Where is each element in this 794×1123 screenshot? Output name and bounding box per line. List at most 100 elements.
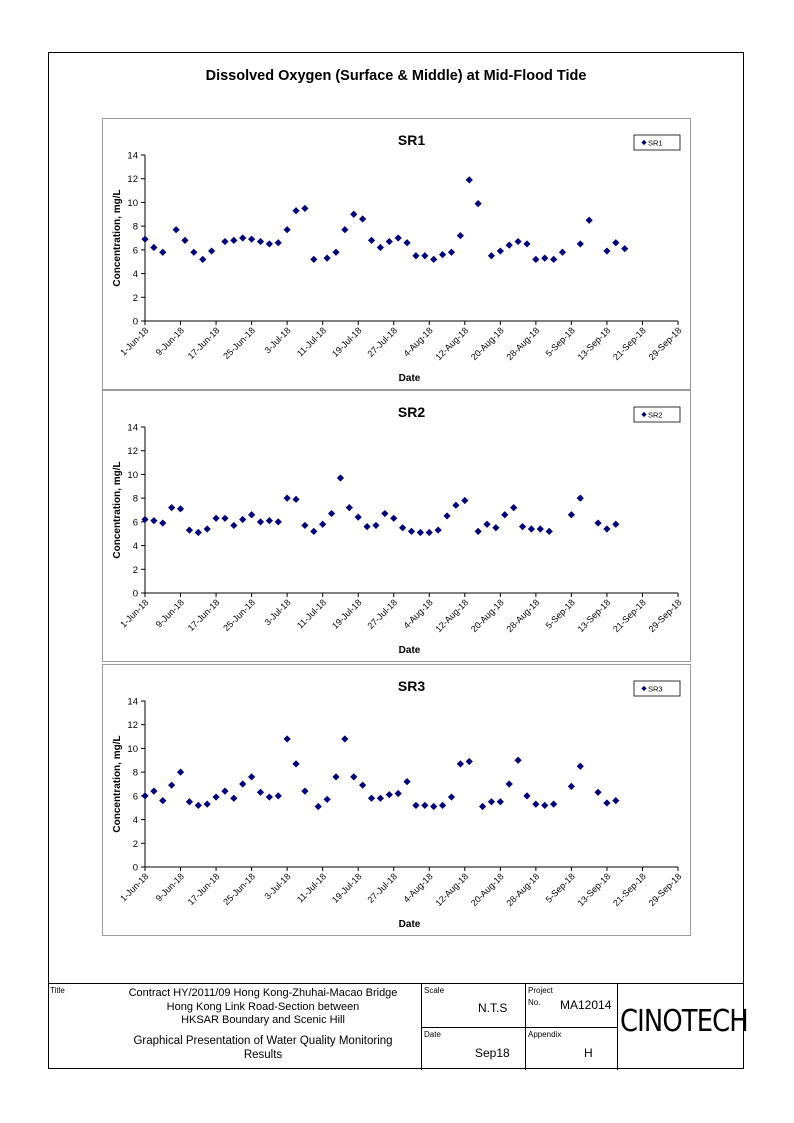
- chart1-data-point: [190, 248, 198, 256]
- chart3-data-point: [239, 780, 247, 788]
- chart2-x-tick-label: 21-Sep-18: [611, 597, 648, 634]
- chart3-data-point: [505, 780, 513, 788]
- chart2-x-tick-label: 3-Jul-18: [262, 597, 292, 627]
- chart1-legend-marker: [641, 139, 647, 146]
- chart3-y-tick-label: 10: [127, 744, 138, 755]
- chart2-x-tick-label: 27-Jul-18: [366, 597, 400, 631]
- contract-title-line-1: Contract HY/2011/09 Hong Kong-Zhuhai-Mac…: [128, 987, 398, 999]
- chart2-legend: SR2: [633, 406, 681, 423]
- chart2-data-point: [527, 525, 536, 533]
- chart3-data-point: [274, 792, 282, 800]
- chart1-data-point: [230, 236, 238, 244]
- chart2-data-point: [452, 501, 460, 509]
- chart2-data-point: [603, 525, 611, 533]
- chart1-data-point: [367, 236, 376, 244]
- appendix-label: Appendix: [528, 1030, 562, 1039]
- chart1-x-tick-label: 29-Sep-18: [647, 325, 684, 362]
- contract-title-line-2: Hong Kong Link Road-Section between: [166, 1000, 360, 1013]
- chart1-data-point: [239, 234, 247, 242]
- chart3-x-tick-label: 9-Jun-18: [154, 871, 186, 903]
- chart2-data-point: [501, 511, 509, 519]
- chart3-data-point: [430, 802, 438, 811]
- chart2-x-tick-label: 4-Aug-18: [401, 597, 434, 630]
- project-number: MA12014: [560, 998, 612, 1012]
- chart2-data-point: [141, 515, 149, 524]
- chart1-y-tick-label: 8: [133, 222, 138, 233]
- chart1-data-point: [221, 237, 229, 246]
- chart1-data-point: [385, 237, 393, 246]
- chart1-x-tick-label: 19-Jul-18: [330, 325, 364, 359]
- chart2-x-tick-label: 19-Jul-18: [330, 597, 364, 631]
- chart1-data-point: [274, 239, 282, 247]
- chart3-y-tick-label: 8: [133, 768, 138, 779]
- chart2-data-point: [283, 494, 291, 502]
- chart1-data-point: [585, 216, 593, 224]
- chart1-legend: SR1: [633, 134, 681, 151]
- chart1-x-tick-label: 21-Sep-18: [611, 325, 648, 362]
- chart3-data-point: [168, 781, 176, 789]
- chart2-data-point: [474, 527, 482, 535]
- chart1-data-point: [141, 235, 149, 243]
- chart3-data-point: [221, 787, 229, 795]
- chart1-data-point: [394, 234, 402, 242]
- chart3-x-tick-label: 11-Jul-18: [295, 871, 328, 904]
- chart2-data-point: [292, 495, 300, 503]
- chart3-data-point: [176, 768, 185, 776]
- chart3-data-point: [612, 797, 620, 805]
- page-frame: [48, 52, 744, 1069]
- chart3-data-point: [185, 798, 194, 806]
- chart2-data-point: [327, 509, 336, 518]
- chart2-data-point: [168, 504, 176, 512]
- chart1-x-tick-label: 1-Jun-18: [118, 325, 150, 357]
- chart2-x-tick-label: 25-Jun-18: [221, 597, 257, 633]
- chart3-x-tick-label: 12-Aug-18: [433, 871, 470, 908]
- chart3-title: SR3: [398, 678, 425, 694]
- chart1-x-tick-label: 27-Jul-18: [366, 325, 400, 359]
- chart3-x-tick-label: 27-Jul-18: [366, 871, 400, 905]
- chart1-data-point: [621, 245, 629, 253]
- chart3-x-tick-label: 13-Sep-18: [576, 871, 613, 908]
- chart1-data-point: [447, 248, 456, 256]
- chart1-data-point: [310, 255, 318, 263]
- chart1-data-point: [487, 252, 496, 260]
- chart3-data-point: [465, 757, 473, 766]
- chart1-data-point: [323, 254, 331, 262]
- chart2-data-point: [416, 528, 424, 537]
- contract-title: Contract HY/2011/09 Hong Kong-Zhuhai-Mac…: [108, 987, 418, 1028]
- chart2-data-point: [372, 521, 380, 530]
- chart2-data-point: [221, 514, 229, 522]
- chart3-data-point: [230, 794, 238, 802]
- chart2-data-point: [407, 527, 416, 535]
- chart2-data-point: [483, 520, 491, 528]
- chart3-data-point: [603, 799, 611, 807]
- chart1-data-point: [208, 247, 216, 255]
- chart2-data-point: [425, 528, 433, 537]
- chart3-data-point: [394, 789, 402, 798]
- chart3-data-point: [514, 756, 522, 764]
- chart3-y-tick-label: 14: [127, 697, 138, 708]
- chart2-legend-box: [633, 406, 681, 423]
- chart2-x-tick-label: 28-Aug-18: [504, 597, 541, 634]
- chart1-data-point: [248, 235, 256, 243]
- divider: [421, 1027, 617, 1028]
- chart2-data-point: [434, 526, 442, 534]
- chart1-data-point: [283, 226, 291, 234]
- chart1-y-tick-label: 0: [133, 317, 138, 328]
- chart3-data-point: [496, 798, 504, 806]
- chart3-data-point: [159, 797, 167, 805]
- chart1-x-tick-label: 20-Aug-18: [469, 325, 506, 362]
- cinotech-logo: CINOTECH: [620, 1004, 749, 1039]
- chart3-data-point: [487, 798, 496, 806]
- chart1-y-tick-label: 6: [133, 245, 138, 256]
- chart3-x-tick-label: 19-Jul-18: [330, 871, 364, 905]
- chart3-x-tick-label: 5-Sep-18: [544, 871, 577, 904]
- chart1-data-point: [359, 215, 367, 223]
- chart2-data-point: [612, 520, 620, 528]
- chart3-data-point: [141, 792, 149, 800]
- chart1-y-tick-label: 14: [127, 151, 138, 162]
- chart1-data-point: [332, 248, 340, 256]
- chart3-data-point: [447, 793, 456, 801]
- chart2-data-point: [536, 525, 544, 533]
- chart2-data-point: [443, 512, 451, 520]
- chart1-data-point: [256, 237, 265, 246]
